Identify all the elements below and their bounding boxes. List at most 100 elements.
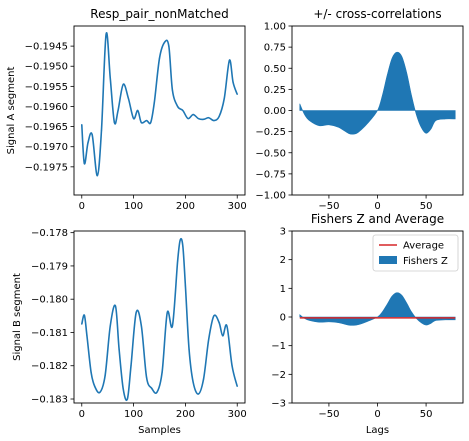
data-point [232,81,234,83]
data-point [122,83,124,85]
data-point [226,325,228,327]
data-point [182,245,184,247]
legend-area-swatch [379,256,397,264]
series-line [80,32,238,177]
data-point [168,45,170,47]
data-point [208,117,210,119]
data-point [192,113,194,116]
x-tick-label: 0 [79,201,85,212]
x-tick-label: 200 [176,201,195,212]
data-point [122,388,124,390]
y-tick-label: 0.00 [264,106,286,117]
data-point [81,123,83,126]
y-tick-label: −1 [271,341,286,352]
y-tick-label: −0.1960 [25,102,68,113]
data-point [202,378,205,380]
plot-area [80,32,238,177]
data-point [218,115,220,118]
data-point [228,59,231,61]
data-point [150,121,152,124]
data-point [158,57,161,59]
y-tick-label: 0.25 [264,85,286,96]
y-tick-label: 0.50 [264,64,286,75]
chart-title: +/- cross-correlations [313,7,441,21]
data-point [87,142,89,144]
legend: Average Fishers Z [372,234,459,272]
data-point [151,387,153,389]
data-point [236,385,238,387]
data-point [171,89,174,91]
series-line [80,237,239,402]
y-tick-label: −0.25 [255,127,286,138]
y-axis-label: Signal B segment [12,273,23,361]
x-axis-label: Lags [366,425,389,436]
y-tick-label: 1 [280,284,286,295]
data-point [231,365,233,367]
data-point [109,77,111,79]
legend-label: Fishers Z [403,256,448,267]
data-point [145,376,148,378]
x-tick-label: 300 [228,409,247,420]
data-point [184,285,187,287]
y-tick-label: −0.179 [31,261,68,272]
y-tick-label: −2 [271,370,286,381]
y-tick-label: −0.181 [31,328,68,339]
data-point [100,130,103,132]
data-point [94,385,96,387]
data-point [177,105,179,108]
x-tick-label: 50 [420,409,433,420]
data-point [91,134,93,136]
y-tick-label: −0.180 [31,295,68,306]
data-point [127,97,130,100]
series-area [299,51,456,135]
chart-panel-1: 0 100 200 300 −0.1945 −0.1950 −0.1955 −0.1960 −0… [6,7,247,212]
y-tick-label: −0.1945 [25,42,68,53]
axes-frame [73,25,246,196]
data-point [114,305,117,307]
y-tick-label: −0.1955 [25,82,68,93]
y-tick-label: −0.178 [31,228,68,239]
plot-area [299,51,456,135]
data-point [236,93,238,96]
data-point [192,381,194,383]
x-tick-label: −50 [318,409,339,420]
data-point [177,260,179,262]
data-point [113,121,116,124]
data-point [218,321,220,324]
x-axis-label: Samples [138,425,181,436]
x-tick-label: −50 [318,201,339,212]
legend-label: Average [403,241,444,252]
x-tick-label: 300 [228,201,247,212]
data-point [156,391,158,393]
data-point [222,335,224,337]
data-point [104,375,106,377]
data-point [197,117,199,120]
chart-title: Fishers Z and Average [311,212,444,226]
data-point [81,323,83,325]
data-point [223,97,225,100]
x-tick-label: 100 [124,201,143,212]
data-point [197,393,199,395]
data-point [145,119,148,122]
plot-area [299,292,456,326]
y-tick-label: −0.182 [31,361,68,372]
x-tick-label: 0 [374,201,380,212]
chart-panel-2: −50 0 50 1.00 0.75 0.50 0.25 0.00 −0.25 −0.50 −0.7… [255,7,464,212]
data-point [117,109,119,112]
data-point [86,335,88,337]
data-point [213,315,215,317]
data-point [164,41,166,43]
x-tick-label: 50 [420,201,433,212]
y-tick-label: −3 [271,399,286,410]
y-tick-label: 0 [280,313,286,324]
data-point [137,109,139,112]
data-point [140,325,142,327]
data-point [83,314,85,316]
data-point [202,118,205,120]
y-tick-label: −0.1970 [25,142,68,153]
data-point [118,348,120,350]
data-point [140,121,142,124]
y-tick-label: 0.75 [264,43,286,54]
y-axis-label: Signal A segment [6,67,17,155]
